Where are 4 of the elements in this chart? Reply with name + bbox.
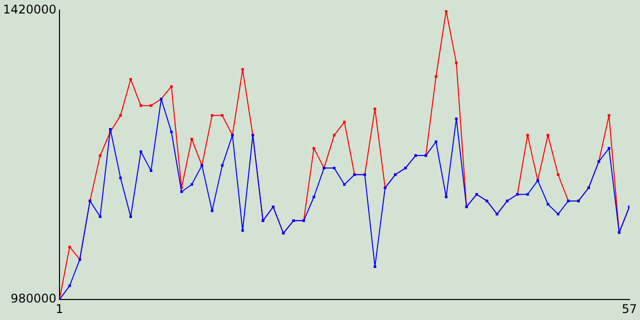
y-tick-label: 980000 — [10, 292, 56, 306]
x-tick-label: 1 — [56, 302, 64, 316]
y-tick-label: 1420000 — [2, 2, 56, 16]
x-tick-label: 57 — [622, 302, 638, 316]
